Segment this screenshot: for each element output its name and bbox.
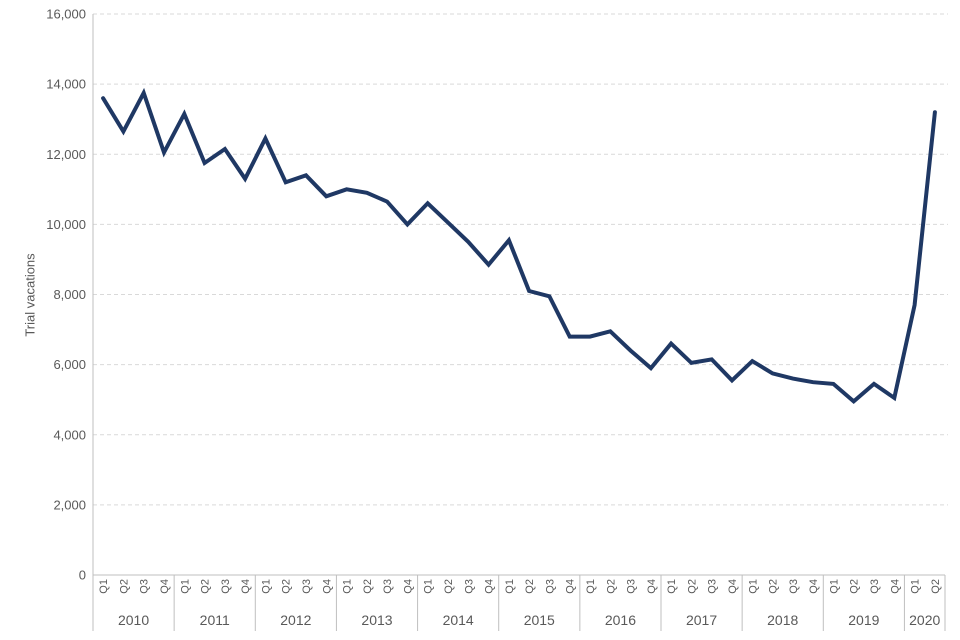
x-tick-label: Q1 [504, 579, 516, 594]
y-tick-label: 4,000 [53, 427, 86, 442]
x-tick-label: Q1 [910, 579, 922, 594]
y-tick-label: 14,000 [46, 77, 86, 92]
year-label: 2016 [605, 612, 636, 628]
y-tick-label: 6,000 [53, 357, 86, 372]
year-label: 2017 [686, 612, 717, 628]
x-tick-label: Q2 [362, 579, 374, 594]
x-tick-label: Q4 [159, 579, 171, 594]
y-tick-label: 16,000 [46, 7, 86, 22]
x-tick-label: Q3 [626, 579, 638, 594]
x-tick-label: Q2 [524, 579, 536, 594]
x-tick-label: Q4 [646, 579, 658, 594]
year-label: 2018 [767, 612, 798, 628]
x-tick-label: Q1 [342, 579, 354, 594]
x-tick-label: Q3 [869, 579, 881, 594]
year-label: 2010 [118, 612, 149, 628]
x-tick-label: Q3 [788, 579, 800, 594]
x-tick-label: Q1 [828, 579, 840, 594]
line-series [101, 87, 937, 405]
x-tick-label: Q2 [118, 579, 130, 594]
x-tick-label: Q2 [443, 579, 455, 594]
year-label: 2012 [280, 612, 311, 628]
y-tick-label: 0 [79, 568, 86, 583]
x-tick-label: Q2 [200, 579, 212, 594]
x-tick-label: Q1 [423, 579, 435, 594]
x-tick-label: Q2 [930, 579, 942, 594]
x-tick-label: Q2 [768, 579, 780, 594]
y-tick-label: 12,000 [46, 147, 86, 162]
x-tick-label: Q4 [240, 579, 252, 594]
x-tick-label: Q4 [484, 579, 496, 594]
y-tick-label: 10,000 [46, 217, 86, 232]
x-tick-label: Q4 [321, 579, 333, 594]
x-tick-label: Q1 [260, 579, 272, 594]
x-tick-label: Q2 [605, 579, 617, 594]
x-tick-label: Q2 [281, 579, 293, 594]
year-label: 2020 [909, 612, 940, 628]
x-tick-label: Q2 [686, 579, 698, 594]
x-tick-label: Q4 [808, 579, 820, 594]
year-label: 2013 [361, 612, 392, 628]
x-tick-label: Q4 [565, 579, 577, 594]
x-tick-label: Q4 [727, 579, 739, 594]
year-label: 2015 [524, 612, 555, 628]
x-tick-label: Q4 [402, 579, 414, 594]
year-label: 2019 [848, 612, 879, 628]
x-tick-label: Q3 [301, 579, 313, 594]
x-tick-label: Q1 [666, 579, 678, 594]
year-label: 2014 [443, 612, 474, 628]
x-tick-label: Q3 [220, 579, 232, 594]
x-tick-label: Q1 [98, 579, 110, 594]
x-tick-label: Q3 [382, 579, 394, 594]
x-tick-label: Q2 [849, 579, 861, 594]
x-tick-label: Q3 [139, 579, 151, 594]
x-tick-label: Q3 [707, 579, 719, 594]
y-tick-label: 2,000 [53, 497, 86, 512]
x-tick-label: Q1 [585, 579, 597, 594]
x-tick-label: Q1 [179, 579, 191, 594]
x-tick-label: Q4 [889, 579, 901, 594]
x-tick-label: Q3 [463, 579, 475, 594]
x-tick-label: Q3 [544, 579, 556, 594]
y-tick-label: 8,000 [53, 287, 86, 302]
year-label: 2011 [200, 612, 230, 628]
x-tick-label: Q1 [747, 579, 759, 594]
